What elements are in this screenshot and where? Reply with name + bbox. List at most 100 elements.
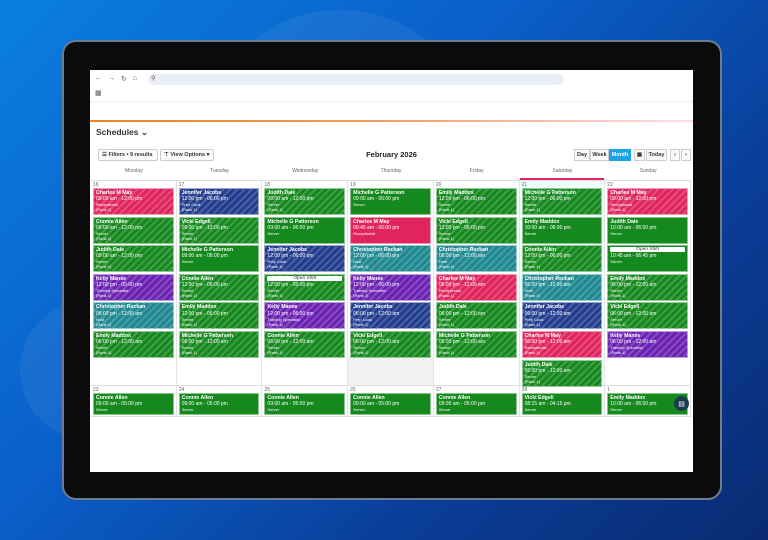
shift-rank: (Rank 1) <box>96 321 112 327</box>
open-shift-badge[interactable]: Open Shift <box>610 247 685 253</box>
shift-rank: (Rank 1) <box>524 321 540 327</box>
day-cell[interactable]: 28 Vicki Edgell 08:15 am - 04:15 pm Server <box>519 386 606 417</box>
shift-block[interactable]: Judith Dale 10:00 am - 06:00 pm Server <box>607 216 688 244</box>
shift-block[interactable]: Jennifer Jacobs 06:00 pm - 12:00 am Prep C… <box>521 302 603 330</box>
shift-block[interactable]: Michelle G Patterson 06:00 pm - 12:00 am S… <box>435 331 517 358</box>
shift-block[interactable]: Connie Allen 09:00 am - 05:00 pm Server <box>264 393 346 415</box>
shift-block[interactable]: Emily Maddox 10:00 am - 06:00 pm Server <box>521 216 603 244</box>
apps-icon[interactable]: ▦ <box>95 90 102 97</box>
day-number: 21 <box>521 182 528 188</box>
shift-block[interactable]: Vicki Edgell 12:00 pm - 06:00 pm Server (Ra… <box>435 216 517 244</box>
shift-block[interactable]: Vicki Edgell 08:15 am - 04:15 pm Server <box>521 393 603 415</box>
day-cell[interactable]: 16 Charles M May 09:00 am - 12:00 pm Recept… <box>91 181 177 386</box>
shift-block[interactable]: Connie Allen 12:00 pm - 06:00 pm Server (Ra… <box>521 245 603 273</box>
view-week-button[interactable]: Week <box>590 149 609 161</box>
shift-block[interactable]: Charles M May 09:00 am - 12:00 pm Receptio… <box>93 188 174 215</box>
today-button[interactable]: Today <box>646 149 667 161</box>
shift-block[interactable]: Michelle G Patterson 06:00 pm - 12:00 am S… <box>178 331 260 358</box>
shift-block[interactable]: Emily Maddox 06:00 pm - 12:00 am Server (Ra… <box>93 331 174 358</box>
shift-block[interactable]: Christopher Reckan 12:00 pm - 06:00 pm Hos… <box>350 245 431 273</box>
reload-icon[interactable]: ↻ <box>121 76 127 83</box>
shift-block[interactable]: Kelly Manse 12:00 pm - 06:00 pm Training S… <box>350 273 431 301</box>
shift-block[interactable]: Vicki Edgell 06:00 pm - 12:00 am Server (Ra… <box>607 302 688 330</box>
shift-block[interactable]: Kelly Manse 12:00 pm - 06:00 pm Training S… <box>264 302 346 330</box>
shift-block[interactable]: Connie Allen 06:00 pm - 12:00 am Server (Ra… <box>264 331 346 358</box>
shift-time: 10:00 am - 06:00 pm <box>524 224 571 231</box>
shift-time: 10:00 am - 06:00 pm <box>610 224 657 231</box>
shift-block[interactable]: Open Shift 12:00 pm - 06:00 pm Server (Rank… <box>264 273 346 301</box>
view-month-button[interactable]: Month <box>609 149 631 161</box>
shift-time: 06:00 pm - 12:00 am <box>181 339 228 346</box>
shift-block[interactable]: Charles M May 06:00 pm - 12:00 am Receptio… <box>435 273 517 301</box>
address-bar[interactable]: ⚲ <box>148 74 564 85</box>
forward-icon[interactable]: → <box>108 75 115 82</box>
shift-block[interactable]: Judith Dale 06:00 pm - 12:00 am Server (Ran… <box>435 302 517 330</box>
shift-block[interactable]: Connie Allen 09:00 am - 05:00 pm Server <box>435 393 517 415</box>
day-cell[interactable]: 22 Charles M May 09:00 am - 12:00 pm Recept… <box>605 181 691 386</box>
shift-block[interactable]: Michelle G Patterson 12:00 pm - 06:00 pm S… <box>521 188 603 215</box>
shift-block[interactable]: Charles M May 09:45 am - 06:00 pm Receptio… <box>350 216 431 244</box>
shift-block[interactable]: Jennifer Jacobs 12:00 pm - 06:00 pm Prep C… <box>264 245 346 273</box>
shift-block[interactable]: Jennifer Jacobs 06:00 pm - 12:00 am Prep C… <box>350 302 431 330</box>
shift-block[interactable]: Emily Maddox 12:00 pm - 06:00 pm Server (Ra… <box>435 188 517 215</box>
shift-block[interactable]: Christopher Reckan 06:00 pm - 12:00 am Hos… <box>435 245 517 273</box>
shift-block[interactable]: Connie Allen 09:00 am - 05:00 pm Server <box>350 393 431 415</box>
shift-rank: (Rank 1) <box>524 207 540 213</box>
home-icon[interactable]: ⌂ <box>132 75 138 82</box>
shift-block[interactable]: Judith Dale 09:00 am - 12:00 pm Server (Ran… <box>264 188 346 215</box>
shift-block[interactable]: Emily Maddox 06:00 pm - 12:00 am Server (Ra… <box>607 273 688 301</box>
shift-block[interactable]: Connie Allen 09:00 am - 05:00 pm Server <box>93 393 174 415</box>
shift-block[interactable]: Connie Allen 09:00 am - 05:00 pm Server <box>178 393 260 415</box>
next-button[interactable]: › <box>681 149 691 161</box>
day-number: 22 <box>607 182 613 188</box>
employee-name: Connie Allen <box>181 395 214 401</box>
shift-block[interactable]: Judith Dale 06:00 pm - 12:00 am Server (Ran… <box>521 359 603 387</box>
day-cell[interactable]: 24 Connie Allen 09:00 am - 05:00 pm Server <box>176 386 263 417</box>
shift-block[interactable]: Judith Dale 09:00 am - 12:00 pm Server (Ran… <box>93 245 174 273</box>
day-cell[interactable]: 26 Connie Allen 09:00 am - 05:00 pm Server <box>348 386 434 417</box>
view-day-button[interactable]: Day <box>574 149 590 161</box>
shift-block[interactable]: Christopher Reckan 06:00 pm - 12:00 am Hos… <box>521 273 603 301</box>
shift-block[interactable]: Charles M May 09:00 am - 12:00 pm Receptio… <box>607 188 688 215</box>
chat-icon[interactable]: ▤ <box>674 396 689 411</box>
calendar-picker-icon[interactable]: ▦ <box>634 149 645 161</box>
prev-button[interactable]: ‹ <box>670 149 680 161</box>
day-cell[interactable]: 19 Michelle G Patterson 09:00 am - 06:00 p… <box>348 181 434 386</box>
shift-block[interactable]: Vicki Edgell 06:00 pm - 12:00 am Server (Ra… <box>350 331 431 358</box>
day-cell[interactable]: 25 Connie Allen 09:00 am - 05:00 pm Server <box>262 386 349 417</box>
employee-name: Michelle G Patterson <box>438 333 491 339</box>
shift-block[interactable]: Michelle G Patterson 09:00 am - 06:00 pm S… <box>264 216 346 244</box>
day-cell[interactable]: 18 Judith Dale 09:00 am - 12:00 pm Server (R… <box>262 181 349 386</box>
shift-block[interactable]: Charles M May 06:00 pm - 12:00 am Receptio… <box>521 331 603 358</box>
day-cell[interactable]: 21 Michelle G Patterson 12:00 pm - 06:00 p… <box>519 181 606 387</box>
view-options-button[interactable]: ⊤ View Options ▾ <box>160 149 214 161</box>
day-cell[interactable]: 23 Connie Allen 09:00 am - 05:00 pm Server <box>91 386 177 417</box>
page-title[interactable]: Schedules ⌄ <box>96 127 148 138</box>
shift-rank: (Rank 1) <box>353 264 369 270</box>
shift-block[interactable]: Connie Allen 09:00 am - 12:00 pm Server (Ra… <box>93 216 174 244</box>
day-cell[interactable]: 20 Emily Maddox 12:00 pm - 06:00 pm Server(… <box>433 181 520 386</box>
shift-role: Server <box>524 259 537 265</box>
day-cell[interactable]: 17 Jennifer Jacobs 12:00 pm - 06:00 pm Prep… <box>176 181 263 386</box>
employee-name: Charles M May <box>438 275 476 282</box>
day-cell[interactable]: 27 Connie Allen 09:00 am - 05:00 pm Server <box>433 386 520 417</box>
shift-time: 09:00 am - 12:00 pm <box>96 224 143 231</box>
shift-block[interactable]: Open Shift 10:45 am - 06:45 pm Server <box>607 245 688 273</box>
shift-block[interactable]: Kelly Manse 12:00 pm - 05:00 pm Training S… <box>93 273 174 301</box>
shift-block[interactable]: Jennifer Jacobs 12:00 pm - 06:00 pm Prep C… <box>178 188 260 215</box>
shift-block[interactable]: Vicki Edgell 09:00 am - 12:00 pm Server (Ra… <box>178 216 260 244</box>
shift-block[interactable]: Emily Maddox 12:00 pm - 06:00 pm Server (Ra… <box>178 302 260 330</box>
open-shift-badge[interactable]: Open Shift <box>267 275 343 281</box>
shift-block[interactable]: Michelle G Patterson 09:00 am - 06:00 pm S… <box>178 245 260 273</box>
back-icon[interactable]: ← <box>95 75 102 82</box>
employee-name: Vicki Edgell <box>438 218 468 225</box>
shift-block[interactable]: Connie Allen 12:00 pm - 06:00 pm Server (Ra… <box>178 273 260 301</box>
employee-name: Connie Allen <box>181 275 214 282</box>
shift-role: Server <box>438 230 451 236</box>
shift-block[interactable]: Christopher Reckan 06:00 pm - 12:00 am Hos… <box>93 302 174 330</box>
site-info-icon[interactable]: ⚲ <box>151 76 156 82</box>
filters-button[interactable]: ☰ Filters • 9 results <box>98 149 158 161</box>
shift-time: 06:00 pm - 12:00 am <box>610 310 657 317</box>
shift-block[interactable]: Michelle G Patterson 09:00 am - 06:00 pm S… <box>350 188 431 215</box>
shift-block[interactable]: Kelly Manse 06:00 pm - 12:00 am Training S… <box>607 331 688 358</box>
